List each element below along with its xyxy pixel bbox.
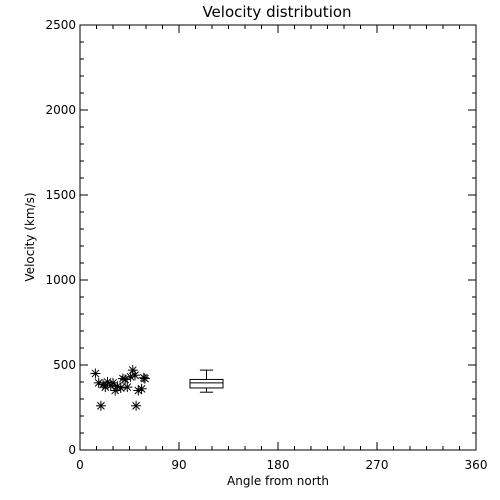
data-point-stroke: [94, 378, 103, 387]
data-point: [131, 400, 142, 411]
data-point: [115, 382, 126, 393]
data-point: [122, 382, 133, 393]
y-axis-label: Velocity (km/s): [23, 192, 37, 281]
x-tick-label: 180: [267, 458, 290, 472]
data-point-stroke: [137, 384, 146, 393]
tick-labels: 0 90 180 270 360 0 500 1000 1500 2000 2500: [45, 18, 487, 472]
y-tick-label: 2500: [45, 18, 76, 32]
data-point-stroke: [113, 382, 122, 391]
x-tick-label: 90: [171, 458, 186, 472]
data-point-stroke: [128, 366, 137, 375]
data-point-stroke: [91, 369, 100, 378]
scatter-points: [90, 365, 150, 411]
y-tick-label: 500: [53, 358, 76, 372]
y-tick-label: 2000: [45, 103, 76, 117]
box-iqr: [189, 378, 224, 389]
data-point: [95, 400, 106, 411]
data-point: [130, 370, 140, 381]
data-point: [136, 383, 147, 394]
chart-title: Velocity distribution: [202, 3, 351, 21]
y-tick-label: 1000: [45, 273, 76, 287]
x-tick-label: 360: [465, 458, 488, 472]
y-tick-label: 1500: [45, 188, 76, 202]
data-point-stroke: [109, 378, 117, 387]
axis-ticks: [79, 24, 477, 451]
x-tick-label: 0: [76, 458, 84, 472]
data-point-stroke: [131, 371, 139, 380]
data-point: [90, 368, 101, 379]
box-plot: [189, 369, 224, 393]
data-point: [125, 371, 136, 382]
y-tick-label: 0: [68, 443, 76, 457]
data-point-stroke: [140, 374, 149, 383]
data-point: [139, 373, 150, 384]
x-tick-label: 270: [366, 458, 389, 472]
data-point: [93, 377, 104, 388]
x-axis-label: Angle from north: [227, 474, 329, 488]
data-point-stroke: [123, 383, 132, 392]
data-point-stroke: [96, 401, 105, 410]
data-point-stroke: [132, 401, 141, 410]
data-point-stroke: [116, 384, 125, 392]
